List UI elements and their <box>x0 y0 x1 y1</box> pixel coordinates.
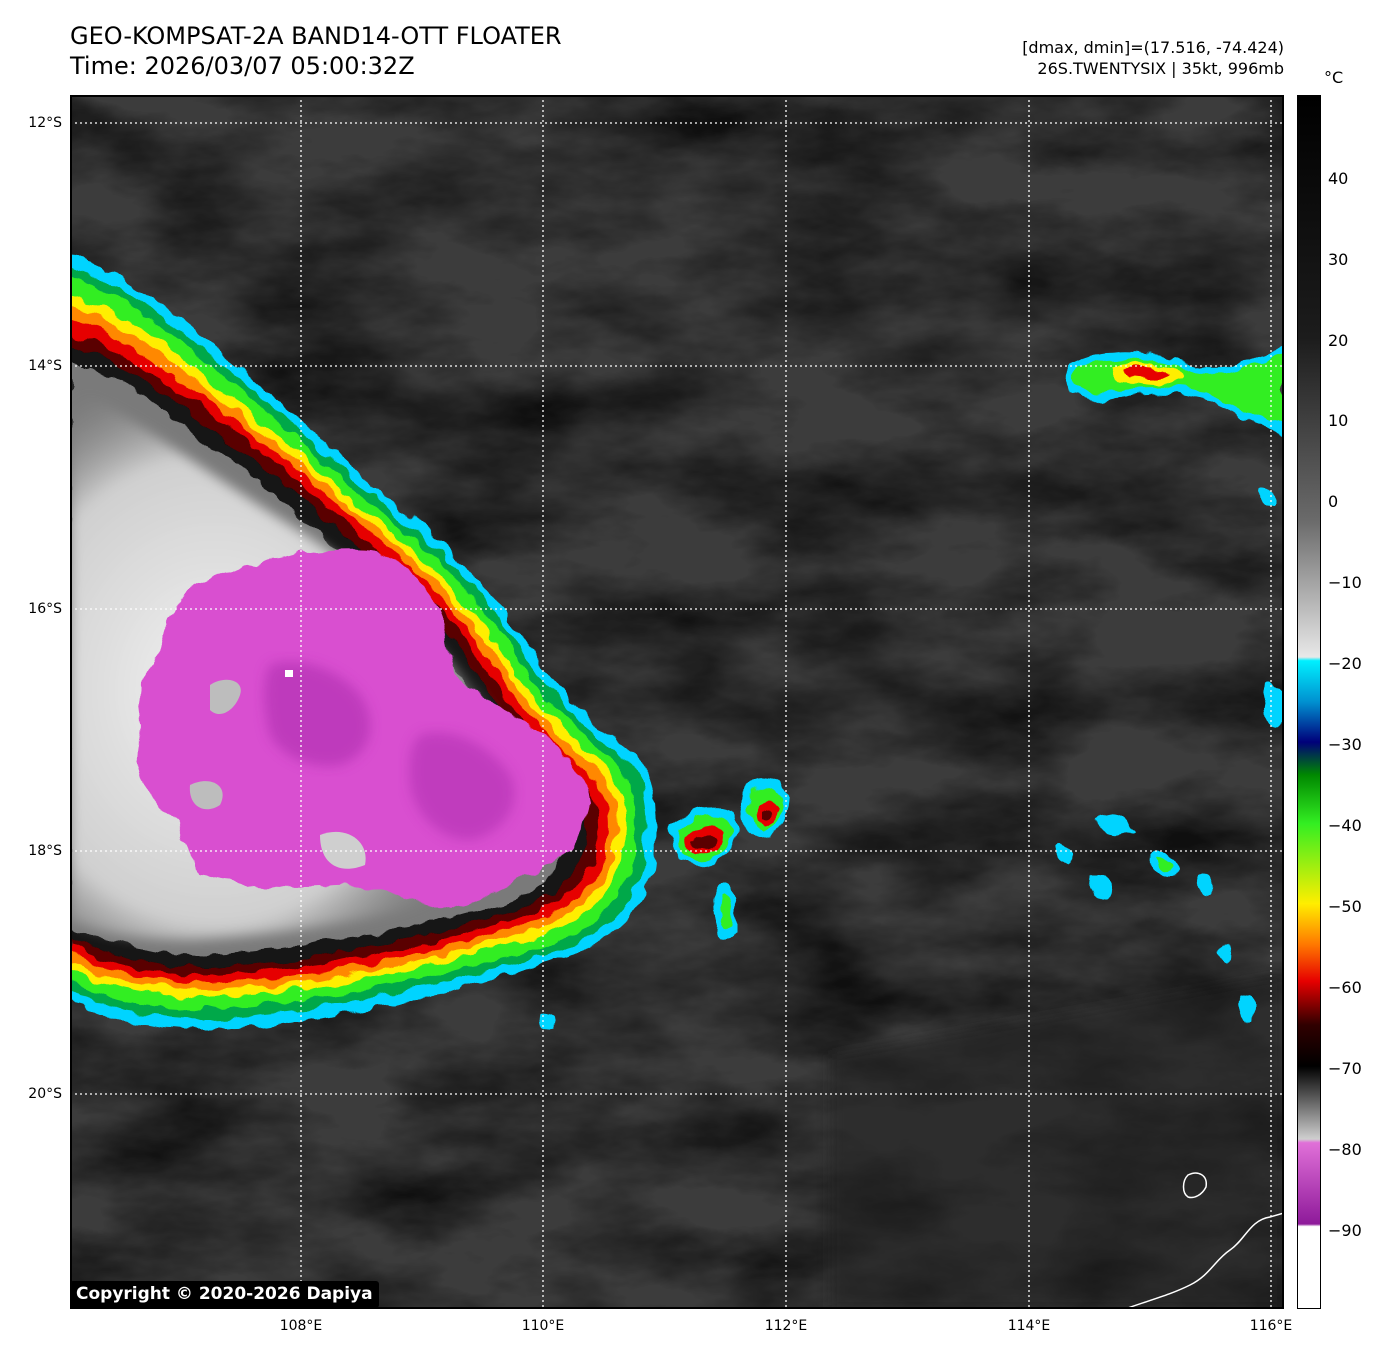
convective-cell <box>713 882 737 940</box>
deep-cold-core <box>264 661 371 766</box>
copyright-label: Copyright © 2020-2026 Dapiya <box>70 1281 379 1308</box>
title-line-2: Time: 2026/03/07 05:00:32Z <box>70 52 415 80</box>
colorbar-tick: −20 <box>1328 654 1362 673</box>
coldest-pixel <box>285 670 293 677</box>
colorbar-tick: −90 <box>1328 1221 1362 1240</box>
lon-label: 114°E <box>1007 1318 1051 1334</box>
lat-label: 18°S <box>28 843 62 859</box>
colorbar-tick: −50 <box>1328 897 1362 916</box>
colorbar-tick: 20 <box>1328 331 1349 350</box>
warm-hole <box>189 781 223 810</box>
map-frame <box>70 95 1284 1309</box>
lat-label: 14°S <box>28 358 62 374</box>
colorbar-tick: 30 <box>1328 250 1349 269</box>
colorbar-unit: °C <box>1324 68 1344 87</box>
coastline <box>1124 1212 1284 1309</box>
colorbar-tick: 10 <box>1328 411 1349 430</box>
colorbar-tick: 40 <box>1328 169 1349 188</box>
lon-label: 108°E <box>279 1318 323 1334</box>
info-line-1: [dmax, dmin]=(17.516, -74.424) <box>1022 38 1284 57</box>
colorbar-tick: −30 <box>1328 735 1362 754</box>
island-outline <box>1182 1172 1207 1199</box>
deep-cold-core <box>409 732 515 840</box>
satellite-ir-image <box>70 95 1284 1309</box>
lon-label: 110°E <box>521 1318 565 1334</box>
colorbar-tick: −60 <box>1328 978 1362 997</box>
title-line-1: GEO-KOMPSAT-2A BAND14-OTT FLOATER <box>70 22 562 50</box>
ne-convection-band <box>1062 345 1284 435</box>
warm-hole <box>320 831 366 869</box>
colorbar <box>1297 95 1321 1309</box>
colorbar-tick: −10 <box>1328 573 1362 592</box>
convective-cell <box>742 777 789 840</box>
colorbar-tick: −80 <box>1328 1140 1362 1159</box>
lon-label: 112°E <box>764 1318 808 1334</box>
warm-hole <box>210 679 241 715</box>
colorbar-tick: −70 <box>1328 1059 1362 1078</box>
colorbar-tick: −40 <box>1328 816 1362 835</box>
lon-label: 116°E <box>1249 1318 1293 1334</box>
info-line-2: 26S.TWENTYSIX | 35kt, 996mb <box>1037 59 1284 78</box>
clear-region <box>830 975 1284 1309</box>
graticule <box>70 95 1284 1309</box>
lat-label: 16°S <box>28 601 62 617</box>
lat-label: 12°S <box>28 115 62 131</box>
lat-label: 20°S <box>28 1086 62 1102</box>
scattered-cells <box>539 488 1284 1031</box>
colorbar-tick: 0 <box>1328 492 1339 511</box>
